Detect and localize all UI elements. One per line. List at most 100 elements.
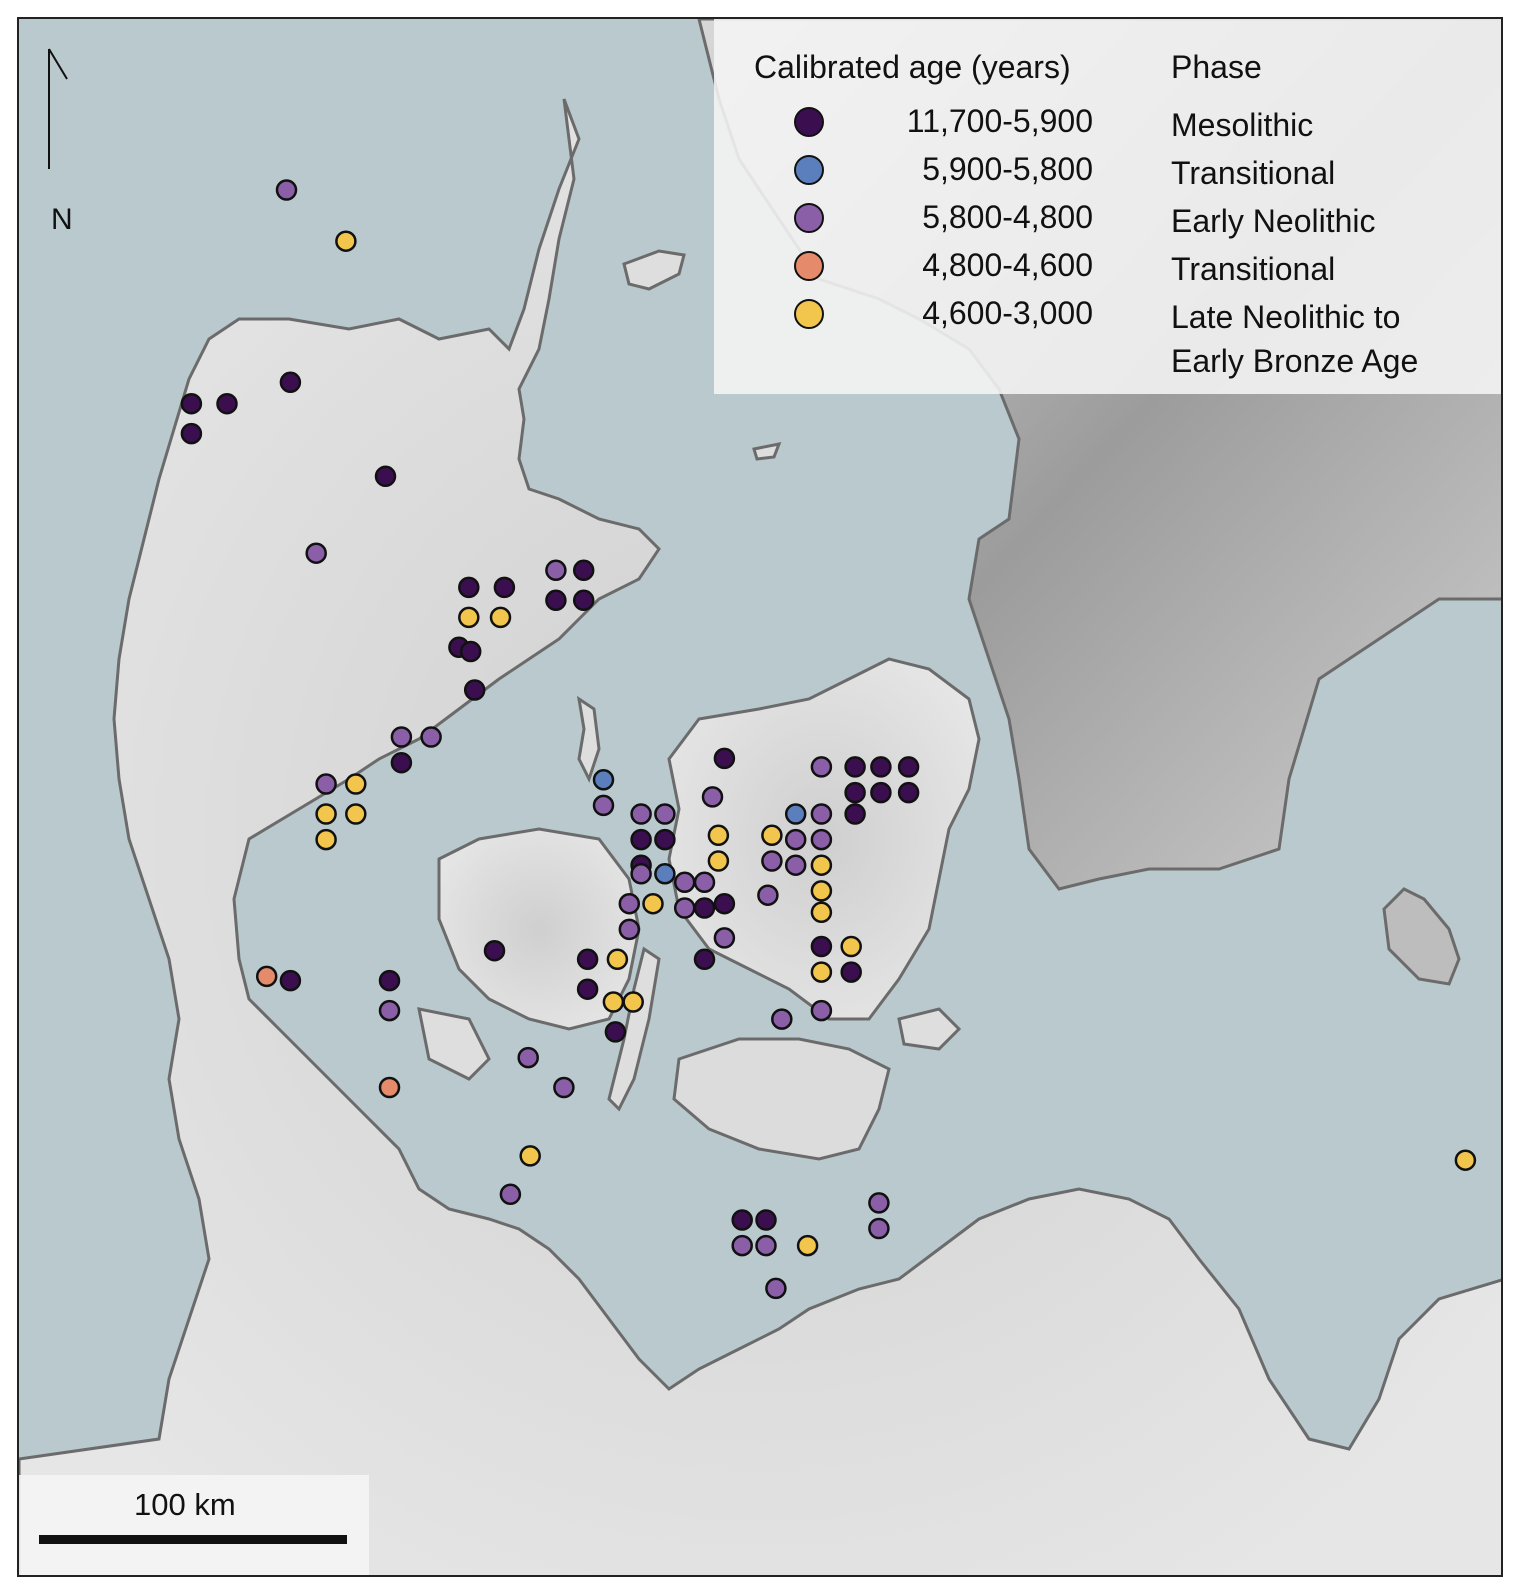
site-marker[interactable] [463, 679, 486, 701]
site-marker[interactable] [755, 1209, 777, 1231]
site-marker[interactable] [576, 948, 599, 971]
site-marker[interactable] [761, 850, 783, 872]
site-marker[interactable] [553, 1076, 575, 1099]
site-marker[interactable] [606, 948, 629, 971]
site-marker[interactable] [390, 726, 413, 748]
site-marker[interactable] [810, 828, 833, 851]
site-marker[interactable] [279, 969, 302, 992]
site-marker[interactable] [844, 756, 866, 778]
site-marker[interactable] [897, 756, 920, 778]
site-marker[interactable] [345, 773, 367, 795]
site-marker[interactable] [673, 897, 696, 919]
site-marker[interactable] [572, 589, 595, 612]
site-marker[interactable] [519, 1145, 541, 1167]
site-marker[interactable] [459, 640, 482, 663]
site-marker[interactable] [765, 1277, 787, 1300]
site-marker[interactable] [868, 1192, 890, 1214]
site-marker[interactable] [345, 803, 367, 825]
site-marker[interactable] [335, 230, 357, 252]
site-marker[interactable] [810, 901, 833, 924]
site-marker[interactable] [693, 948, 716, 971]
site-marker[interactable] [378, 969, 401, 992]
site-marker[interactable] [757, 884, 779, 906]
site-marker[interactable] [315, 803, 337, 825]
site-marker[interactable] [618, 892, 641, 915]
site-marker[interactable] [654, 803, 676, 825]
site-marker[interactable] [784, 854, 807, 876]
site-marker[interactable] [378, 999, 401, 1022]
site-marker[interactable] [279, 371, 302, 394]
site-marker[interactable] [897, 781, 920, 804]
legend-range: 4,600-3,000 [922, 295, 1093, 331]
site-marker[interactable] [489, 606, 512, 629]
site-marker[interactable] [458, 576, 480, 599]
site-marker[interactable] [731, 1209, 753, 1231]
site-marker[interactable] [810, 880, 833, 902]
site-marker[interactable] [840, 961, 862, 983]
site-marker[interactable] [180, 422, 203, 445]
land-anholt [752, 441, 782, 461]
site-marker[interactable] [374, 465, 397, 488]
site-marker[interactable] [630, 828, 652, 851]
site-marker[interactable] [630, 803, 652, 825]
site-marker[interactable] [622, 991, 644, 1013]
site-marker[interactable] [693, 897, 716, 919]
site-marker[interactable] [604, 1021, 627, 1043]
site-marker[interactable] [784, 828, 807, 851]
site-marker[interactable] [642, 892, 664, 915]
site-marker[interactable] [517, 1046, 539, 1069]
site-marker[interactable] [592, 769, 615, 791]
site-marker[interactable] [731, 1234, 753, 1257]
site-marker[interactable] [868, 1217, 890, 1240]
site-marker[interactable] [499, 1183, 522, 1206]
site-marker[interactable] [810, 803, 833, 825]
site-marker[interactable] [771, 1008, 793, 1030]
site-marker[interactable] [707, 824, 730, 847]
site-marker[interactable] [275, 179, 298, 201]
site-marker[interactable] [576, 978, 599, 1000]
site-marker[interactable] [378, 1076, 401, 1099]
site-marker[interactable] [870, 781, 892, 804]
site-marker[interactable] [592, 794, 615, 817]
site-marker[interactable] [483, 939, 506, 962]
site-marker[interactable] [810, 854, 833, 876]
site-marker[interactable] [458, 606, 480, 629]
site-marker[interactable] [713, 892, 736, 915]
site-marker[interactable] [713, 747, 736, 770]
site-marker[interactable] [180, 392, 203, 415]
site-marker[interactable] [602, 991, 625, 1013]
site-marker[interactable] [545, 559, 567, 582]
site-marker[interactable] [618, 918, 641, 941]
site-marker[interactable] [216, 392, 238, 415]
site-marker[interactable] [1454, 1149, 1477, 1171]
site-marker[interactable] [420, 726, 442, 748]
site-marker[interactable] [810, 961, 833, 983]
site-marker[interactable] [755, 1234, 777, 1257]
site-marker[interactable] [810, 935, 833, 958]
site-marker[interactable] [673, 871, 696, 894]
site-marker[interactable] [761, 824, 783, 847]
site-marker[interactable] [315, 828, 337, 851]
site-marker[interactable] [315, 773, 337, 795]
site-marker[interactable] [693, 871, 716, 894]
site-marker[interactable] [654, 863, 676, 885]
site-marker[interactable] [572, 559, 595, 582]
site-marker[interactable] [810, 999, 833, 1022]
site-marker[interactable] [255, 965, 278, 988]
site-marker[interactable] [654, 828, 676, 851]
site-marker[interactable] [713, 927, 736, 949]
site-marker[interactable] [305, 542, 327, 564]
site-marker[interactable] [545, 589, 567, 612]
site-marker[interactable] [844, 781, 866, 804]
site-marker[interactable] [390, 751, 413, 774]
site-marker[interactable] [796, 1234, 819, 1257]
site-marker[interactable] [844, 803, 866, 825]
site-marker[interactable] [840, 935, 862, 958]
site-marker[interactable] [784, 803, 807, 825]
site-marker[interactable] [707, 850, 730, 872]
site-marker[interactable] [493, 576, 516, 599]
site-marker[interactable] [810, 756, 833, 778]
site-marker[interactable] [630, 863, 652, 885]
site-marker[interactable] [870, 756, 892, 778]
site-marker[interactable] [701, 786, 724, 808]
